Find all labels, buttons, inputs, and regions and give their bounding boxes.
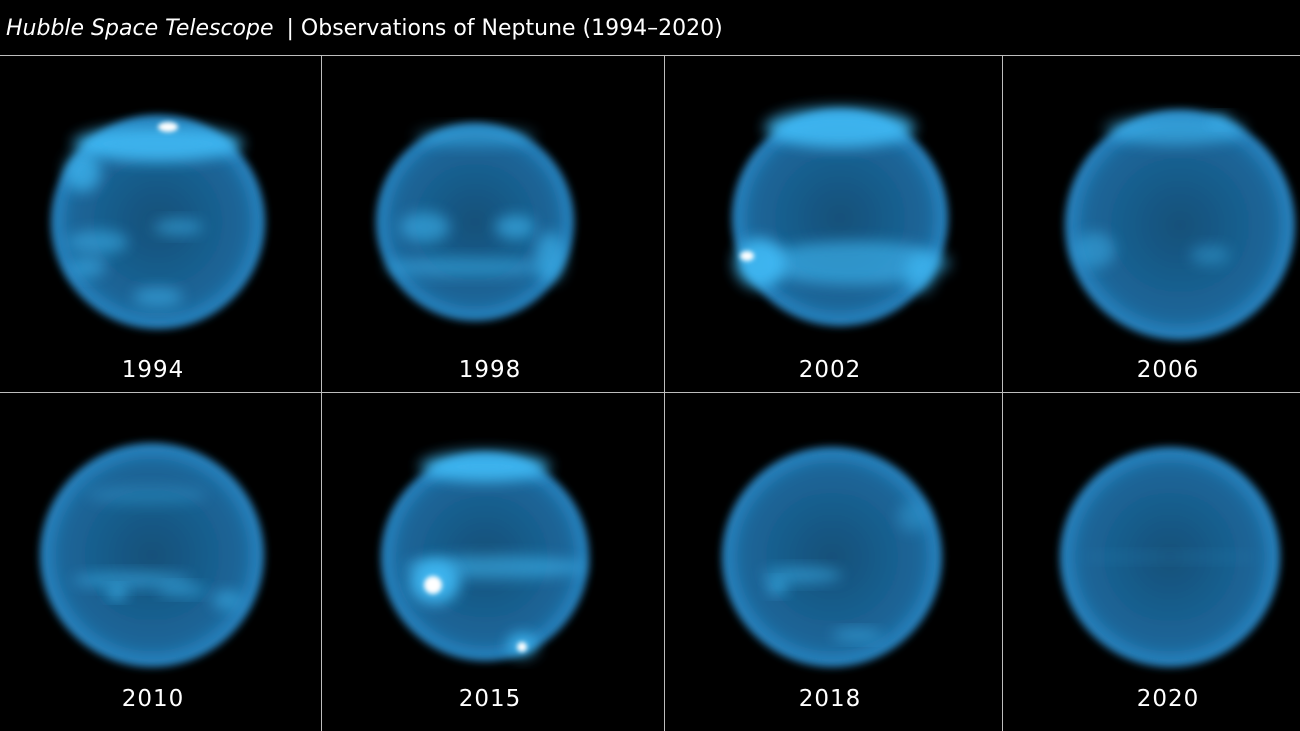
cloud-features bbox=[735, 108, 950, 293]
bright-spot bbox=[740, 251, 754, 261]
year-label: 2002 bbox=[799, 357, 862, 383]
planet-disk bbox=[1065, 110, 1295, 340]
planet-panel bbox=[51, 115, 265, 329]
planet-panel bbox=[722, 447, 942, 667]
year-label: 2020 bbox=[1137, 686, 1200, 712]
cloud-band bbox=[400, 212, 450, 242]
cloud-band bbox=[1105, 115, 1245, 145]
cloud-band bbox=[385, 257, 545, 277]
cloud-features bbox=[1080, 552, 1260, 562]
cloud-band bbox=[415, 127, 535, 147]
planet-panel bbox=[732, 108, 950, 326]
planet-panel bbox=[376, 123, 574, 321]
cloud-band bbox=[735, 238, 785, 288]
planet-disk bbox=[722, 447, 942, 667]
panel-grid bbox=[0, 55, 1300, 731]
cloud-band bbox=[832, 629, 882, 641]
cloud-band bbox=[107, 587, 127, 599]
cloud-band bbox=[767, 580, 787, 594]
cloud-band bbox=[420, 452, 550, 482]
cloud-features bbox=[385, 127, 565, 282]
cloud-band bbox=[1190, 245, 1230, 265]
cloud-band bbox=[133, 287, 183, 307]
cloud-band bbox=[68, 230, 128, 254]
cloud-band bbox=[212, 590, 242, 610]
cloud-features bbox=[1075, 114, 1245, 268]
cloud-band bbox=[905, 253, 935, 293]
cloud-band bbox=[153, 219, 203, 235]
cloud-band bbox=[65, 152, 101, 192]
cloud-features bbox=[65, 122, 243, 307]
bright-spot bbox=[517, 642, 527, 652]
cloud-band bbox=[762, 567, 842, 583]
planet-disk bbox=[40, 443, 264, 667]
cloud-features bbox=[762, 502, 927, 641]
cloud-features bbox=[72, 485, 242, 610]
cloud-band bbox=[72, 572, 192, 588]
planet-panel bbox=[1065, 110, 1295, 340]
bright-spot bbox=[424, 576, 442, 594]
cloud-band bbox=[87, 485, 207, 505]
title-rest: | Observations of Neptune (1994–2020) bbox=[287, 16, 723, 41]
cloud-band bbox=[897, 502, 927, 532]
cloud-band bbox=[73, 126, 243, 162]
title: Hubble Space Telescope | Observations of… bbox=[6, 16, 723, 41]
planet-panel bbox=[381, 452, 589, 661]
year-label: 2018 bbox=[799, 686, 862, 712]
cloud-band bbox=[1075, 232, 1115, 268]
planet-panel bbox=[1060, 447, 1280, 667]
cloud-band bbox=[70, 257, 106, 277]
year-label: 2006 bbox=[1137, 357, 1200, 383]
cloud-band bbox=[495, 215, 535, 239]
planet-disk bbox=[51, 115, 265, 329]
cloud-band bbox=[760, 241, 950, 285]
planet-panel bbox=[40, 443, 264, 667]
year-label: 2010 bbox=[122, 686, 185, 712]
cloud-band bbox=[157, 584, 207, 596]
cloud-features bbox=[405, 452, 585, 657]
year-label: 1998 bbox=[459, 357, 522, 383]
year-label: 2015 bbox=[459, 686, 522, 712]
cloud-band bbox=[535, 232, 565, 282]
cloud-band bbox=[1210, 114, 1230, 126]
title-italic: Hubble Space Telescope bbox=[6, 16, 274, 41]
cloud-band bbox=[1080, 552, 1260, 562]
bright-spot bbox=[158, 122, 178, 132]
cloud-band bbox=[765, 108, 915, 148]
year-label: 1994 bbox=[122, 357, 185, 383]
